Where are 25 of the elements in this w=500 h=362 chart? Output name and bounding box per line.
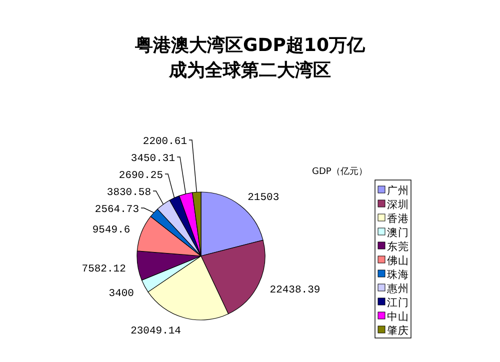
legend-label: 中山 bbox=[387, 310, 409, 323]
data-label: 2564.73 bbox=[94, 204, 139, 216]
chart-title: 粤港澳大湾区GDP超10万亿 bbox=[134, 35, 366, 56]
data-label: 23049.14 bbox=[130, 325, 181, 338]
legend-label: 佛山 bbox=[387, 254, 409, 267]
legend-label: 惠州 bbox=[386, 282, 409, 295]
data-label: 3830.58 bbox=[106, 187, 151, 199]
data-label: 7582.12 bbox=[82, 264, 126, 276]
legend-label: 香港 bbox=[387, 212, 409, 225]
data-label: 2690.25 bbox=[118, 170, 163, 182]
legend-label: 肇庆 bbox=[387, 324, 409, 337]
legend-label: 珠海 bbox=[387, 268, 409, 281]
legend-label: 东莞 bbox=[387, 240, 409, 253]
data-label: 22438.39 bbox=[270, 284, 320, 296]
legend-label: 澳门 bbox=[387, 226, 409, 239]
data-label: 2200.61 bbox=[142, 136, 187, 148]
data-label: 3450.31 bbox=[130, 153, 175, 165]
legend-title: GDP（亿元） bbox=[312, 166, 368, 177]
legend-label: 广州 bbox=[387, 184, 409, 197]
legend-label: 江门 bbox=[387, 296, 409, 309]
data-label: 3400 bbox=[108, 288, 134, 300]
data-label: 9549.6 bbox=[92, 224, 130, 236]
legend-label: 深圳 bbox=[387, 198, 409, 211]
chart-subtitle: 成为全球第二大湾区 bbox=[168, 60, 331, 81]
data-label: 21503 bbox=[248, 192, 280, 204]
